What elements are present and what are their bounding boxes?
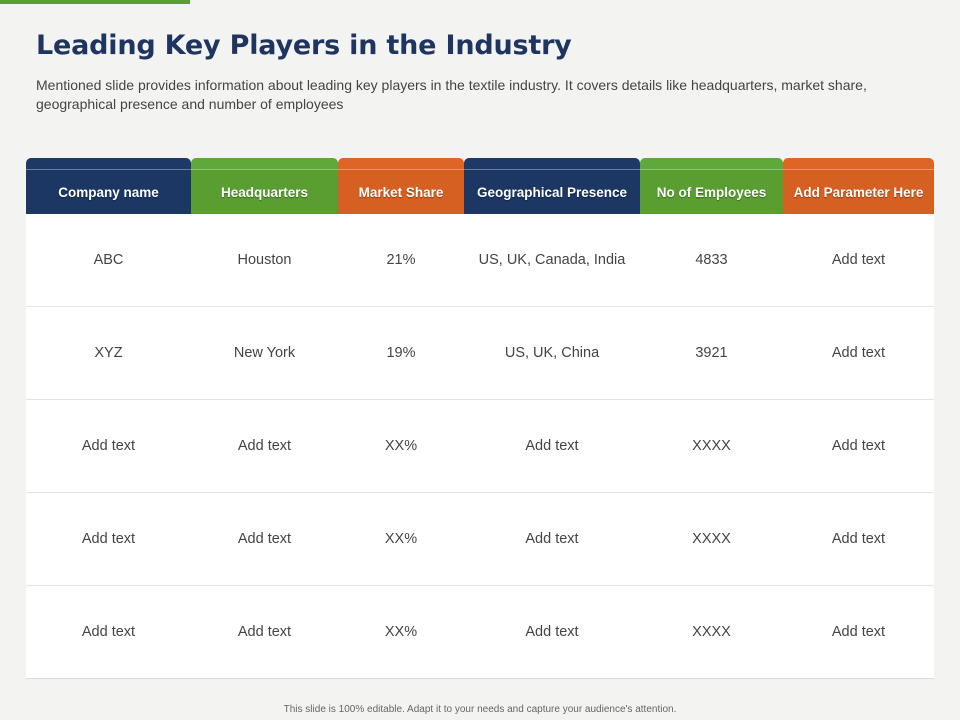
cell-market-share: 21% — [386, 252, 416, 268]
cell-geographical-presence: Add text — [525, 438, 579, 454]
table-row: ABC Houston 21% US, UK, Canada, India 48… — [26, 214, 934, 307]
top-accent-bar — [0, 0, 190, 4]
cell-headquarters: Houston — [237, 252, 292, 268]
cell-parameter: Add text — [831, 252, 886, 268]
cell-company: ABC — [93, 252, 124, 268]
cell-geographical-presence: US, UK, China — [504, 345, 600, 361]
cell-parameter: Add text — [831, 345, 886, 361]
cell-employees: XXXX — [692, 531, 731, 547]
cell-geographical-presence: Add text — [525, 531, 579, 547]
cell-company: Add text — [81, 531, 136, 547]
cell-parameter: Add text — [831, 438, 886, 454]
header-headquarters: Headquarters — [191, 158, 338, 214]
footer-note: This slide is 100% editable. Adapt it to… — [283, 704, 677, 715]
table-row: Add text Add text XX% Add text XXXX Add … — [26, 586, 934, 679]
players-table: Company name Headquarters Market Share G… — [26, 158, 934, 679]
cell-headquarters: Add text — [237, 624, 292, 640]
header-market-share: Market Share — [338, 158, 464, 214]
header-label: Add Parameter Here — [783, 169, 934, 214]
header-label: Market Share — [338, 169, 464, 214]
table-row: Add text Add text XX% Add text XXXX Add … — [26, 493, 934, 586]
cell-market-share: 19% — [386, 345, 416, 361]
table-body: ABC Houston 21% US, UK, Canada, India 48… — [26, 214, 934, 679]
header-label: Geographical Presence — [464, 169, 640, 214]
slide-description: Mentioned slide provides information abo… — [36, 77, 867, 112]
cell-parameter: Add text — [831, 624, 886, 640]
table-header-row: Company name Headquarters Market Share G… — [26, 158, 934, 214]
header-company-name: Company name — [26, 158, 191, 214]
cell-company: XYZ — [94, 345, 123, 361]
cell-employees: 4833 — [695, 252, 728, 268]
cell-headquarters: Add text — [237, 438, 292, 454]
cell-geographical-presence: Add text — [525, 624, 579, 640]
cell-market-share: XX% — [384, 531, 418, 547]
cell-market-share: XX% — [384, 438, 418, 454]
cell-company: Add text — [81, 624, 136, 640]
header-label: Headquarters — [191, 169, 338, 214]
cell-employees: 3921 — [695, 345, 728, 361]
slide-title: Leading Key Players in the Industry — [36, 30, 572, 61]
cell-company: Add text — [81, 438, 136, 454]
header-no-of-employees: No of Employees — [640, 158, 783, 214]
header-geographical-presence: Geographical Presence — [464, 158, 640, 214]
header-label: Company name — [26, 169, 191, 214]
table-row: XYZ New York 19% US, UK, China 3921 Add … — [26, 307, 934, 400]
cell-headquarters: Add text — [237, 531, 292, 547]
header-label: No of Employees — [640, 169, 783, 214]
cell-employees: XXXX — [692, 624, 731, 640]
header-add-parameter: Add Parameter Here — [783, 158, 934, 214]
cell-market-share: XX% — [384, 624, 418, 640]
cell-parameter: Add text — [831, 531, 886, 547]
cell-headquarters: New York — [233, 345, 296, 361]
cell-geographical-presence: US, UK, Canada, India — [478, 252, 626, 268]
cell-employees: XXXX — [692, 438, 731, 454]
table-row: Add text Add text XX% Add text XXXX Add … — [26, 400, 934, 493]
